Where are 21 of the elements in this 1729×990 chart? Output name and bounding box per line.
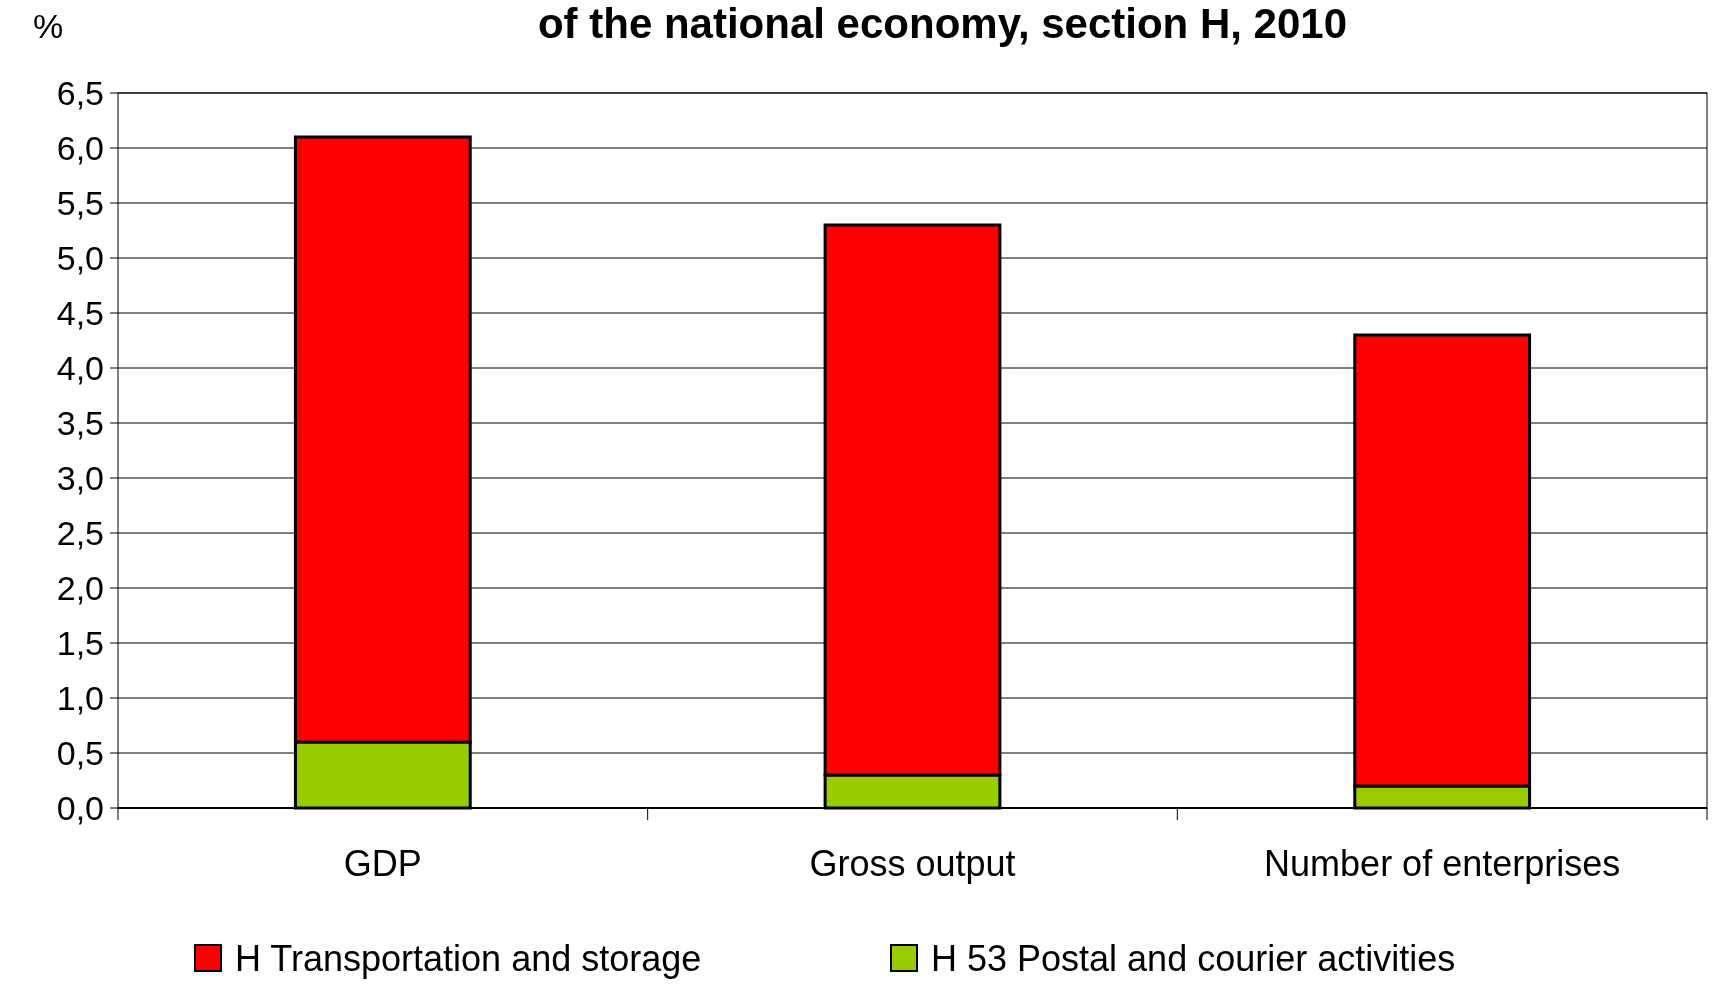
y-axis-title: % [32, 7, 64, 45]
y-tick-label: 1,5 [56, 623, 104, 662]
y-tick-label: 4,5 [56, 293, 104, 332]
legend-label: H Transportation and storage [235, 937, 702, 979]
y-tick-label: 1,0 [56, 678, 104, 717]
y-tick-label: 3,5 [56, 403, 104, 442]
y-tick-label: 3,0 [56, 458, 104, 497]
y-tick-label: 5,0 [56, 238, 104, 277]
y-tick-label: 0,0 [56, 788, 104, 827]
y-tick-label: 5,5 [56, 183, 104, 222]
x-tick-label: GDP [343, 843, 422, 884]
chart-title: of the national economy, section H, 2010 [537, 0, 1348, 47]
x-tick-label: Gross output [809, 843, 1016, 884]
y-tick-label: 2,0 [56, 568, 104, 607]
legend-label: H 53 Postal and courier activities [931, 937, 1456, 979]
x-tick-label: Number of enterprises [1264, 843, 1621, 884]
y-tick-label: 6,5 [56, 73, 104, 112]
y-tick-label: 4,0 [56, 348, 104, 387]
y-tick-label: 2,5 [56, 513, 104, 552]
y-tick-label: 6,0 [56, 128, 104, 167]
y-tick-label: 0,5 [56, 733, 104, 772]
